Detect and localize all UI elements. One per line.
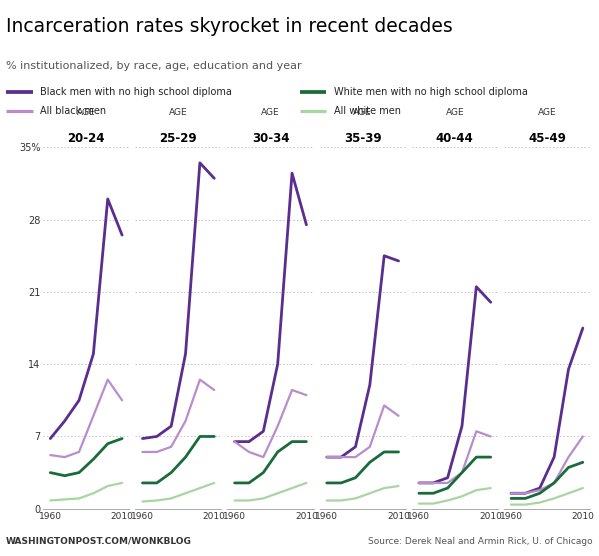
Text: 25-29: 25-29 — [159, 132, 197, 145]
Text: 40-44: 40-44 — [436, 132, 474, 145]
Text: AGE: AGE — [353, 108, 372, 117]
Text: 35-39: 35-39 — [344, 132, 382, 145]
Text: AGE: AGE — [446, 108, 464, 117]
Text: Black men with no high school diploma: Black men with no high school diploma — [40, 87, 232, 97]
Text: Incarceration rates skyrocket in recent decades: Incarceration rates skyrocket in recent … — [6, 17, 453, 36]
Text: AGE: AGE — [261, 108, 280, 117]
Text: 45-49: 45-49 — [528, 132, 566, 145]
Text: All black men: All black men — [40, 106, 106, 116]
Text: AGE: AGE — [77, 108, 95, 117]
Text: All white men: All white men — [334, 106, 401, 116]
Text: AGE: AGE — [169, 108, 187, 117]
Text: AGE: AGE — [538, 108, 556, 117]
Text: % institutionalized, by race, age, education and year: % institutionalized, by race, age, educa… — [6, 61, 302, 71]
Text: WASHINGTONPOST.COM/WONKBLOG: WASHINGTONPOST.COM/WONKBLOG — [6, 537, 192, 546]
Text: 20-24: 20-24 — [68, 132, 105, 145]
Text: 30-34: 30-34 — [252, 132, 289, 145]
Text: Source: Derek Neal and Armin Rick, U. of Chicago: Source: Derek Neal and Armin Rick, U. of… — [368, 537, 593, 546]
Text: White men with no high school diploma: White men with no high school diploma — [334, 87, 528, 97]
